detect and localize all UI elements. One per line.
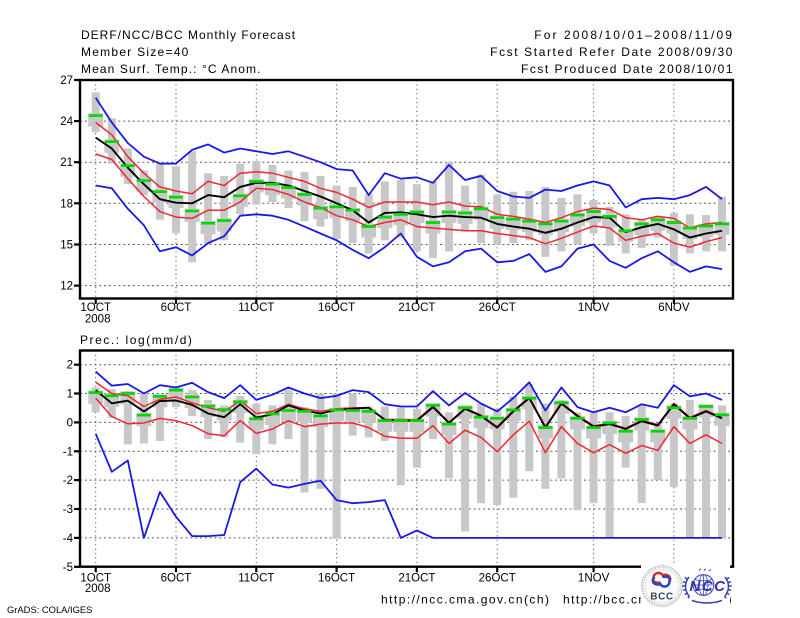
svg-text:11OCT: 11OCT: [238, 573, 274, 585]
svg-text:-3: -3: [63, 504, 73, 516]
svg-text:1: 1: [67, 389, 73, 401]
svg-text:DERF/NCC/BCC Monthly Forecast: DERF/NCC/BCC Monthly Forecast: [81, 28, 296, 42]
svg-text:Mean Surf. Temp.: °C Anom.: Mean Surf. Temp.: °C Anom.: [81, 62, 262, 76]
svg-text:16OCT: 16OCT: [318, 302, 355, 314]
svg-text:1OCT: 1OCT: [80, 573, 111, 585]
svg-text:GrADS: COLA/IGES: GrADS: COLA/IGES: [7, 604, 92, 615]
svg-text:21OCT: 21OCT: [398, 302, 435, 314]
svg-text:12: 12: [60, 281, 73, 293]
svg-text:For 2008/10/01–2008/11/09: For 2008/10/01–2008/11/09: [534, 28, 734, 42]
svg-text:-4: -4: [63, 533, 74, 545]
svg-text:Fcst Started Refer Date 2008/0: Fcst Started Refer Date 2008/09/30: [490, 45, 734, 59]
svg-text:1NOV: 1NOV: [578, 573, 610, 585]
svg-text:BCC: BCC: [650, 592, 673, 603]
svg-text:24: 24: [60, 116, 73, 128]
svg-text:15: 15: [60, 240, 73, 252]
svg-text:27: 27: [60, 75, 73, 87]
svg-text:18: 18: [60, 198, 73, 210]
svg-text:2008: 2008: [85, 314, 111, 326]
svg-text:-1: -1: [63, 446, 73, 458]
svg-text:-5: -5: [63, 562, 73, 574]
svg-text:6OCT: 6OCT: [161, 573, 192, 585]
svg-text:26OCT: 26OCT: [479, 302, 516, 314]
svg-text:11OCT: 11OCT: [238, 302, 274, 314]
svg-text:21OCT: 21OCT: [398, 573, 435, 585]
svg-text:Prec.: log(mm/d): Prec.: log(mm/d): [80, 333, 193, 347]
svg-text:Fcst Produced Date 2008/10/01: Fcst Produced Date 2008/10/01: [521, 62, 734, 76]
svg-text:-2: -2: [63, 475, 73, 487]
svg-text:21: 21: [60, 157, 73, 169]
svg-text:Member Size=40: Member Size=40: [81, 45, 190, 59]
svg-text:0: 0: [67, 417, 73, 429]
svg-text:1NOV: 1NOV: [578, 302, 610, 314]
svg-text:26OCT: 26OCT: [479, 573, 516, 585]
svg-text:2008: 2008: [85, 583, 111, 595]
svg-text:6NOV: 6NOV: [658, 302, 690, 314]
svg-text:http://ncc.cma.gov.cn(ch): http://ncc.cma.gov.cn(ch): [381, 593, 550, 607]
svg-text:NCC: NCC: [690, 578, 727, 595]
svg-text:6OCT: 6OCT: [161, 302, 192, 314]
svg-text:1OCT: 1OCT: [80, 302, 111, 314]
svg-text:16OCT: 16OCT: [318, 573, 355, 585]
svg-text:2: 2: [67, 360, 73, 372]
